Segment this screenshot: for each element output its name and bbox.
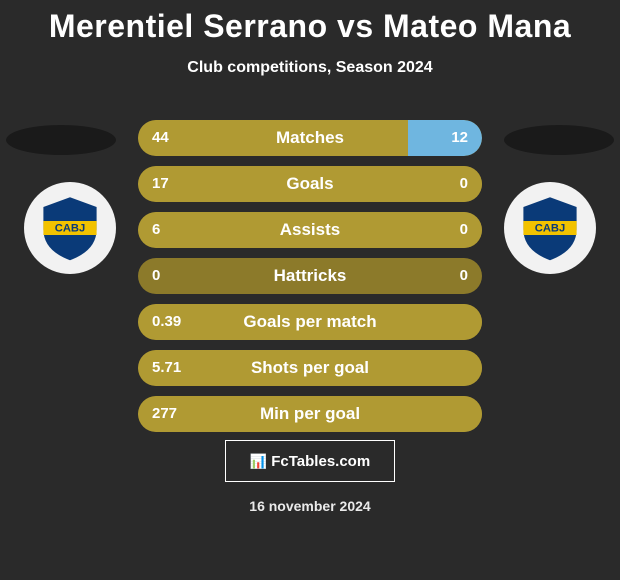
svg-text:CABJ: CABJ [55, 223, 85, 235]
watermark-text: FcTables.com [271, 453, 370, 470]
stat-label: Goals per match [138, 304, 482, 340]
watermark-box: 📊 FcTables.com [225, 440, 395, 482]
club-badge-left: CABJ [24, 182, 116, 274]
page-title: Merentiel Serrano vs Mateo Mana [0, 0, 620, 45]
club-crest-icon: CABJ [35, 193, 105, 263]
stat-label: Min per goal [138, 396, 482, 432]
chart-icon: 📊 [250, 453, 267, 470]
club-badge-right: CABJ [504, 182, 596, 274]
stat-value-right: 12 [451, 120, 468, 156]
stat-label: Assists [138, 212, 482, 248]
stat-row: 277Min per goal [138, 396, 482, 432]
stat-label: Hattricks [138, 258, 482, 294]
club-crest-icon: CABJ [515, 193, 585, 263]
stat-value-right: 0 [460, 212, 468, 248]
stat-value-right: 0 [460, 258, 468, 294]
stat-label: Matches [138, 120, 482, 156]
stat-row: 17Goals0 [138, 166, 482, 202]
player-shadow-right [504, 125, 614, 155]
date-label: 16 november 2024 [0, 498, 620, 514]
stat-value-right: 0 [460, 166, 468, 202]
svg-text:CABJ: CABJ [535, 223, 565, 235]
stat-row: 0Hattricks0 [138, 258, 482, 294]
stat-row: 0.39Goals per match [138, 304, 482, 340]
stat-label: Shots per goal [138, 350, 482, 386]
stat-label: Goals [138, 166, 482, 202]
stat-row: 6Assists0 [138, 212, 482, 248]
stat-row: 5.71Shots per goal [138, 350, 482, 386]
player-shadow-left [6, 125, 116, 155]
page-subtitle: Club competitions, Season 2024 [0, 59, 620, 77]
comparison-rows: 44Matches1217Goals06Assists00Hattricks00… [138, 120, 482, 442]
stat-row: 44Matches12 [138, 120, 482, 156]
